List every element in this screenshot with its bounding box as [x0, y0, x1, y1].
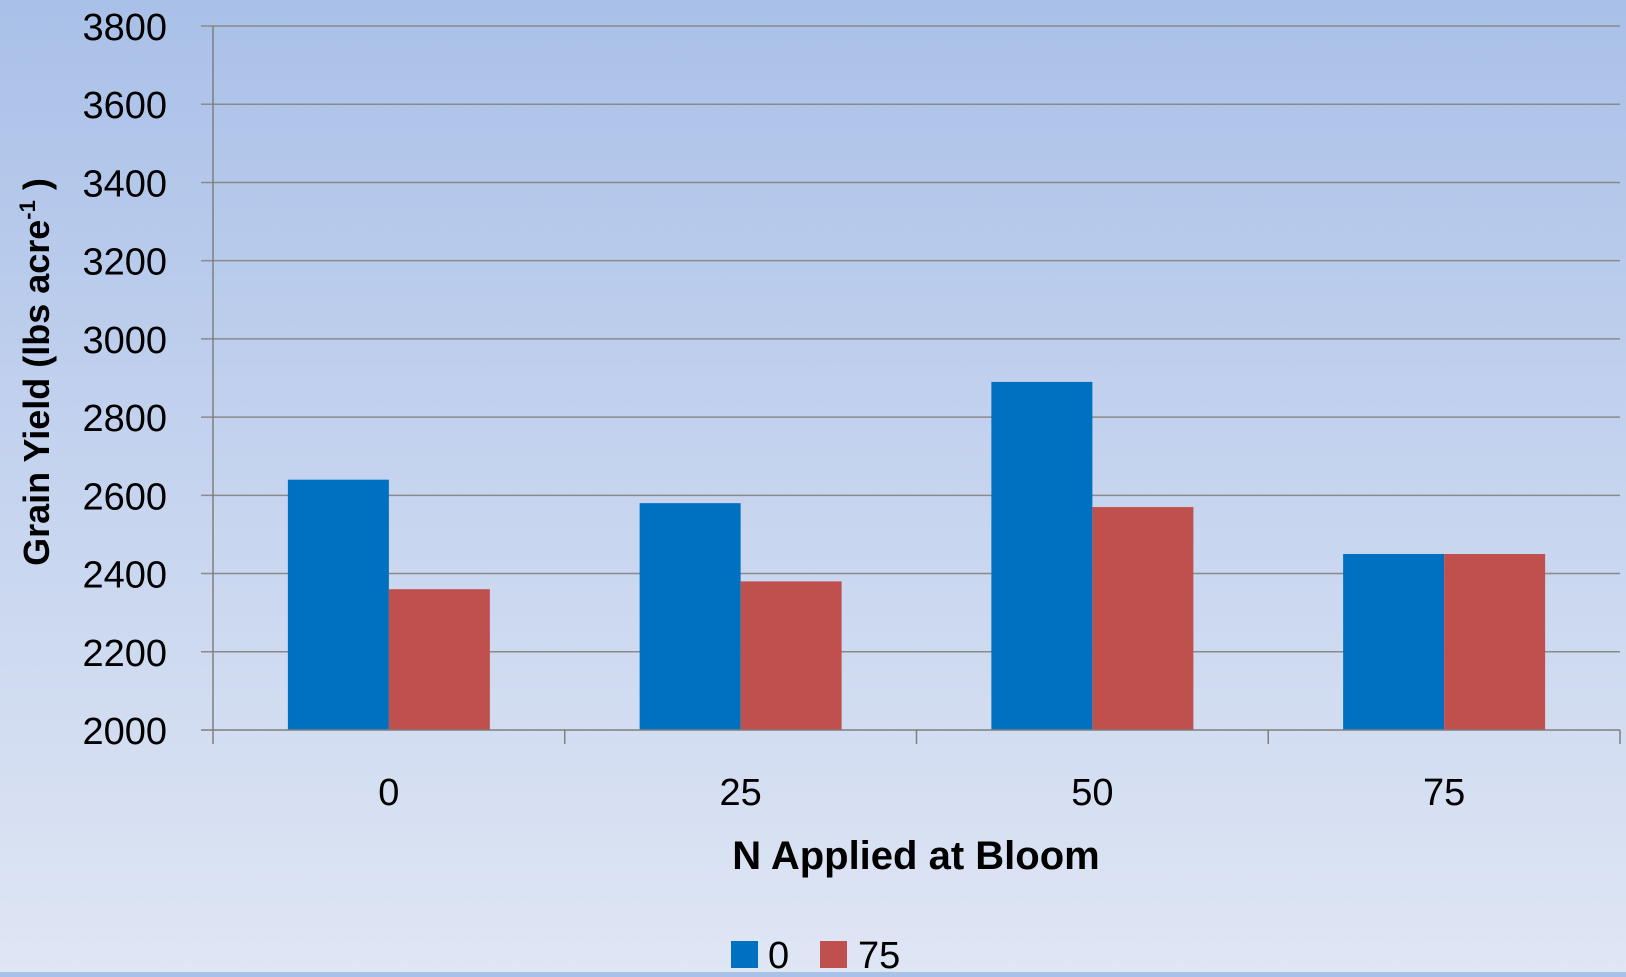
x-tick-label: 0 — [378, 772, 399, 814]
y-axis-title-main: Grain Yield (lbs acre — [16, 220, 57, 566]
y-tick-label: 2000 — [82, 711, 167, 753]
y-tick-label: 2800 — [82, 398, 167, 440]
axes — [201, 26, 1621, 744]
x-axis-title: N Applied at Bloom — [732, 834, 1099, 878]
bar-series-75-category-0 — [388, 589, 490, 730]
y-tick-label: 2200 — [82, 633, 167, 675]
y-tick-labels: 2000 2200 2400 2600 2800 3000 3200 3400 3600 3800 — [82, 7, 167, 753]
y-tick-label: 2600 — [82, 476, 167, 518]
legend-swatch-75 — [820, 941, 847, 968]
x-tick-label: 75 — [1423, 772, 1465, 814]
bars — [287, 381, 1546, 730]
y-axis-title-superscript: -1 — [15, 200, 40, 220]
legend-label-75: 75 — [858, 935, 900, 972]
bar-series-75-category-50 — [1092, 507, 1194, 730]
y-tick-label: 3200 — [82, 242, 167, 284]
x-tick-label: 50 — [1071, 772, 1113, 814]
bar-series-75-category-75 — [1444, 554, 1546, 730]
y-tick-label: 3600 — [82, 85, 167, 127]
y-tick-label: 3800 — [82, 7, 167, 49]
bar-series-0-category-50 — [991, 381, 1093, 730]
y-tick-label: 2400 — [82, 555, 167, 597]
y-axis-title-suffix: ) — [16, 178, 57, 200]
legend-label-0: 0 — [768, 935, 789, 972]
y-tick-label: 3000 — [82, 320, 167, 362]
bar-series-75-category-25 — [740, 581, 842, 730]
y-tick-label: 3400 — [82, 163, 167, 205]
bar-series-0-category-25 — [639, 503, 741, 730]
gridlines — [201, 25, 1620, 653]
y-axis-title-group: Grain Yield (lbs acre-1 ) — [15, 178, 57, 566]
x-tick-label: 25 — [719, 772, 761, 814]
y-axis-title: Grain Yield (lbs acre-1 ) — [15, 178, 57, 566]
legend-swatch-0 — [731, 941, 758, 968]
bar-series-0-category-0 — [287, 479, 389, 730]
x-tick-labels: 0 25 50 75 — [378, 772, 1465, 814]
legend: 0 75 — [731, 935, 900, 977]
bar-series-0-category-75 — [1343, 554, 1445, 730]
